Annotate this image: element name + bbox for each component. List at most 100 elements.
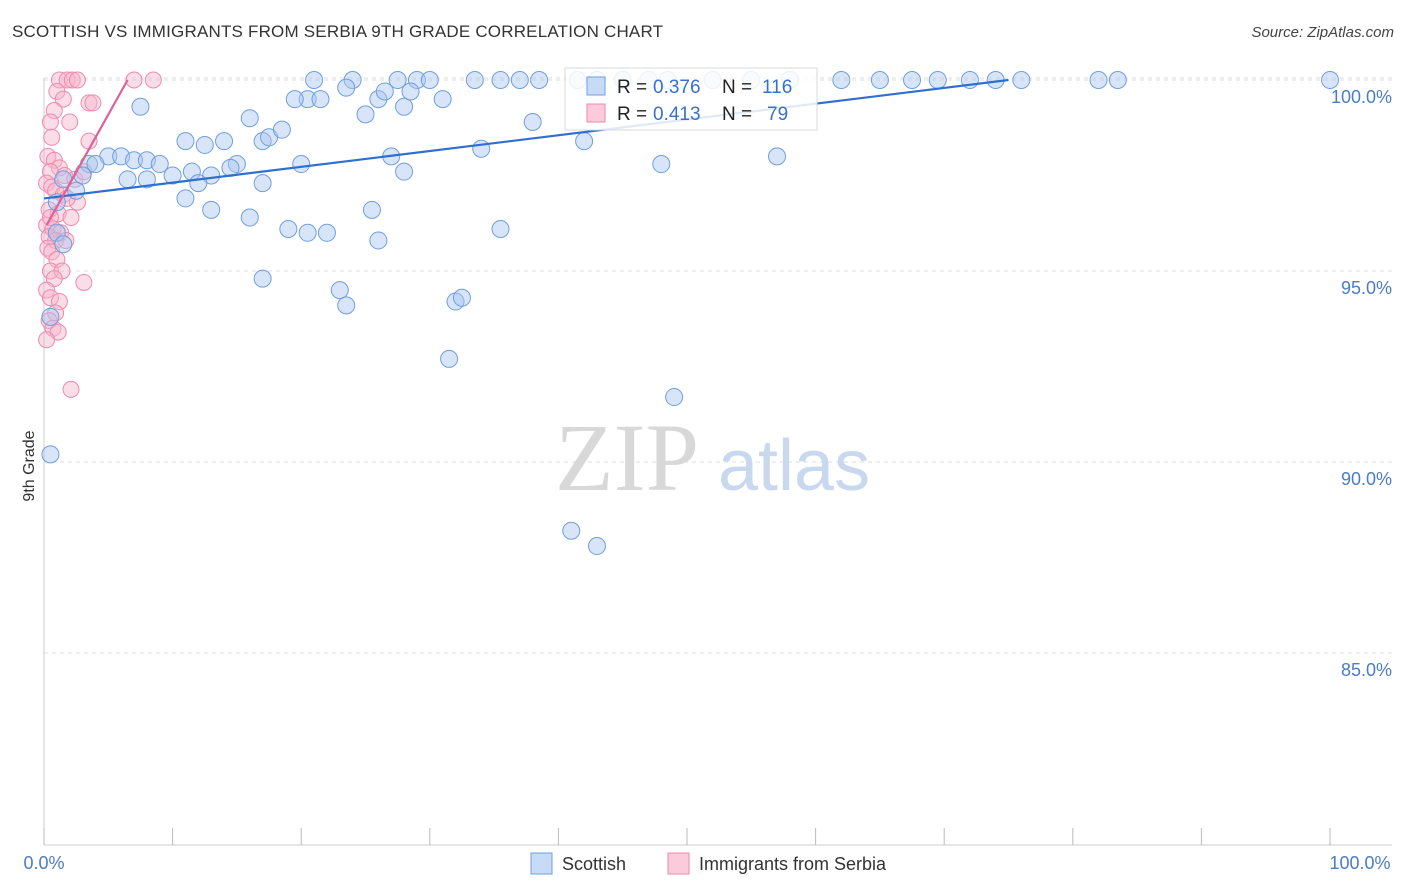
scottish-point bbox=[189, 174, 208, 193]
scottish-point bbox=[311, 90, 330, 109]
serbia-point bbox=[54, 90, 72, 108]
stats-r-label-scottish: R = bbox=[617, 77, 647, 98]
scottish-point bbox=[279, 219, 298, 238]
scottish-point bbox=[240, 208, 259, 227]
x-tick-label-max: 100.0% bbox=[1329, 853, 1390, 873]
serbia-point bbox=[62, 380, 80, 398]
stats-n-label-serbia: N = bbox=[722, 104, 752, 125]
scottish-point bbox=[575, 132, 594, 151]
serbia-point bbox=[84, 94, 102, 112]
scottish-point bbox=[1012, 71, 1031, 89]
scottish-point bbox=[407, 71, 426, 89]
scottish-point bbox=[202, 200, 221, 219]
scottish-point bbox=[150, 155, 169, 174]
stats-n-value-serbia: 79 bbox=[767, 104, 788, 125]
source-label: Source: ZipAtlas.com bbox=[1251, 24, 1394, 41]
scottish-point bbox=[330, 281, 349, 300]
y-tick-label-85: 85.0% bbox=[1341, 660, 1392, 680]
scottish-point bbox=[465, 71, 484, 89]
scottish-point bbox=[665, 388, 684, 407]
serbia-point bbox=[41, 113, 59, 131]
serbia-point bbox=[125, 71, 143, 89]
scottish-point bbox=[253, 269, 272, 288]
serbia-point bbox=[57, 231, 75, 249]
legend-swatch-scottish bbox=[530, 852, 553, 875]
serbia-point bbox=[43, 128, 61, 146]
stats-r-label-serbia: R = bbox=[617, 104, 647, 125]
scottish-point bbox=[362, 200, 381, 219]
scottish-point bbox=[395, 97, 414, 116]
y-axis-label: 9th Grade bbox=[21, 430, 38, 501]
chart-title: SCOTTISH VS IMMIGRANTS FROM SERBIA 9TH G… bbox=[12, 22, 664, 41]
gridlines bbox=[44, 77, 1392, 654]
stats-swatch-serbia bbox=[586, 103, 606, 123]
legend-swatch-serbia bbox=[667, 852, 690, 875]
scottish-point bbox=[125, 151, 144, 170]
scottish-point bbox=[870, 71, 889, 89]
scottish-point bbox=[47, 223, 66, 242]
scottish-point bbox=[240, 109, 259, 128]
scottish-point bbox=[343, 71, 362, 89]
serbia-point bbox=[75, 273, 93, 291]
scottish-point bbox=[54, 235, 73, 254]
scottish-point bbox=[491, 219, 510, 238]
scottish-point bbox=[317, 223, 336, 242]
scottish-point bbox=[369, 90, 388, 109]
scottish-point bbox=[433, 90, 452, 109]
trend-line-scottish bbox=[43, 78, 1009, 200]
serbia-point bbox=[58, 71, 76, 89]
scottish-point bbox=[928, 71, 947, 89]
serbia-point bbox=[45, 102, 63, 120]
watermark-zip: ZIP bbox=[555, 404, 699, 511]
scottish-point bbox=[41, 307, 60, 326]
scottish-point bbox=[652, 155, 671, 174]
scottish-point bbox=[587, 537, 606, 556]
scottish-point bbox=[41, 445, 60, 464]
scottish-point bbox=[337, 78, 356, 97]
stats-legend: R = 0.376 N = 116 R = 0.413 N = 79 bbox=[564, 67, 818, 131]
scottish-point bbox=[472, 139, 491, 158]
scottish-point bbox=[523, 113, 542, 132]
stats-legend-box bbox=[564, 67, 818, 131]
scottish-point bbox=[401, 82, 420, 101]
legend-label-serbia: Immigrants from Serbia bbox=[699, 854, 887, 874]
y-tick-labels: 85.0% 90.0% 95.0% 100.0% bbox=[1331, 87, 1392, 680]
scottish-point bbox=[440, 349, 459, 368]
serbia-point bbox=[63, 71, 81, 89]
scottish-point bbox=[272, 120, 291, 139]
scottish-point bbox=[131, 97, 150, 116]
scottish-point bbox=[215, 132, 234, 151]
scottish-point bbox=[530, 71, 549, 89]
scottish-point bbox=[176, 189, 195, 208]
scottish-point bbox=[1321, 71, 1339, 89]
watermark-atlas: atlas bbox=[718, 426, 870, 506]
serbia-point bbox=[41, 262, 59, 280]
x-tick-label-min: 0.0% bbox=[23, 853, 64, 873]
scottish-point bbox=[1108, 71, 1127, 89]
legend-label-scottish: Scottish bbox=[562, 854, 626, 874]
stats-n-label-scottish: N = bbox=[722, 77, 752, 98]
stats-r-value-scottish: 0.376 bbox=[653, 77, 701, 98]
x-axis-ticks bbox=[43, 828, 1331, 845]
scottish-point bbox=[176, 132, 195, 151]
serbia-point bbox=[80, 94, 98, 112]
scottish-point bbox=[420, 71, 439, 89]
scottish-point bbox=[305, 71, 324, 89]
scottish-point bbox=[292, 155, 311, 174]
serbia-point bbox=[38, 281, 56, 299]
scottish-point bbox=[285, 90, 304, 109]
scottish-point bbox=[395, 162, 414, 181]
scottish-point bbox=[298, 90, 317, 109]
scottish-point bbox=[195, 135, 214, 154]
trend-lines bbox=[43, 78, 1009, 226]
scottish-point bbox=[137, 170, 156, 189]
scottish-point bbox=[903, 71, 922, 89]
scottish-point bbox=[356, 105, 375, 124]
bottom-legend: Scottish Immigrants from Serbia bbox=[530, 852, 887, 875]
serbia-point bbox=[50, 293, 68, 311]
trend-line-serbia bbox=[45, 79, 129, 226]
serbia-point bbox=[68, 71, 86, 89]
serbia-point bbox=[61, 113, 79, 131]
stats-swatch-scottish bbox=[586, 76, 606, 96]
scottish-point bbox=[163, 166, 182, 185]
